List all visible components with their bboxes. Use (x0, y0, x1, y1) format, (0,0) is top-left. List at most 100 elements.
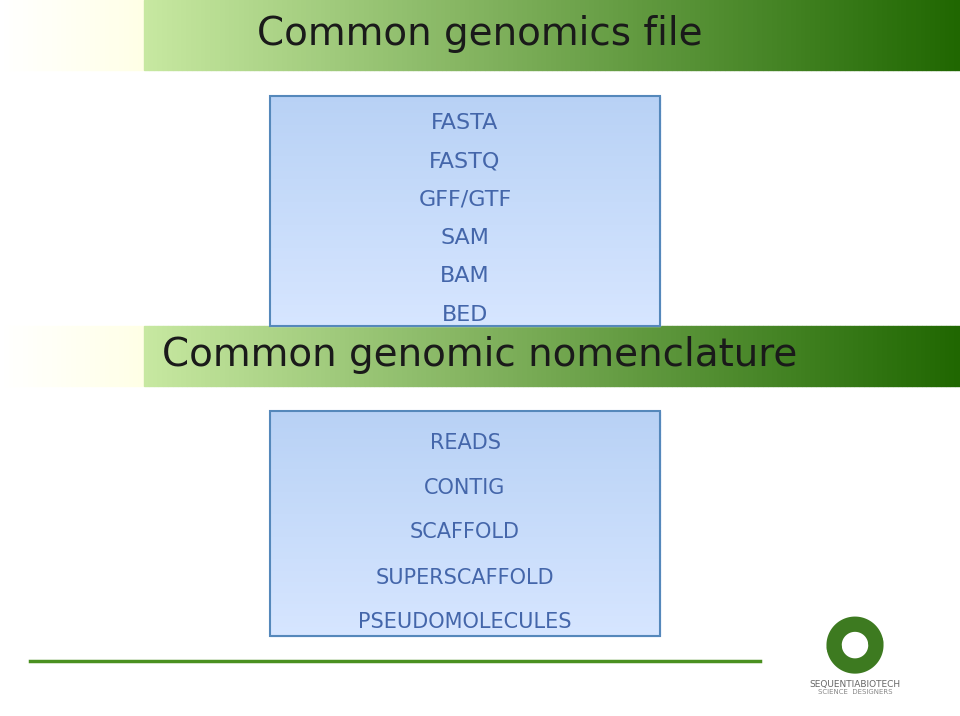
Bar (778, 0, 782, 70)
Bar (154, 0, 158, 70)
Bar (270, 211, 660, 215)
Bar (5, 326, 10, 386)
Bar (110, 0, 115, 70)
Bar (571, 326, 576, 386)
Bar (878, 0, 883, 70)
Bar (835, 326, 840, 386)
Bar (270, 322, 660, 326)
Bar (270, 478, 660, 483)
Bar (270, 553, 660, 557)
Bar (298, 326, 302, 386)
Bar (270, 493, 660, 497)
Bar (475, 0, 480, 70)
Bar (787, 0, 792, 70)
Bar (270, 486, 660, 490)
Bar (270, 276, 660, 280)
Bar (552, 326, 557, 386)
Bar (270, 591, 660, 595)
Bar (754, 326, 758, 386)
Bar (270, 249, 660, 253)
Bar (62, 326, 67, 386)
Bar (514, 326, 518, 386)
Bar (749, 326, 754, 386)
Bar (826, 326, 830, 386)
Bar (206, 0, 211, 70)
Bar (270, 448, 660, 453)
Bar (270, 632, 660, 636)
Bar (317, 326, 322, 386)
Bar (245, 0, 250, 70)
Bar (270, 96, 660, 100)
Bar (96, 0, 101, 70)
Bar (758, 326, 763, 386)
Bar (274, 0, 278, 70)
Bar (326, 0, 331, 70)
Bar (864, 326, 869, 386)
Bar (950, 326, 955, 386)
Bar (360, 326, 365, 386)
Bar (270, 307, 660, 311)
Bar (662, 326, 667, 386)
Bar (10, 326, 14, 386)
Bar (797, 326, 802, 386)
Bar (82, 326, 86, 386)
Bar (270, 184, 660, 188)
Bar (480, 326, 485, 386)
Bar (605, 326, 610, 386)
Bar (586, 326, 590, 386)
Bar (720, 0, 725, 70)
Bar (270, 100, 660, 104)
Bar (648, 326, 653, 386)
Bar (270, 119, 660, 123)
Bar (270, 299, 660, 303)
Bar (270, 142, 660, 146)
Bar (270, 261, 660, 265)
Bar (797, 0, 802, 70)
Text: GFF/GTF: GFF/GTF (419, 190, 512, 210)
Bar (270, 411, 660, 636)
Bar (86, 326, 91, 386)
Bar (270, 557, 660, 561)
Bar (691, 0, 696, 70)
Bar (811, 0, 816, 70)
Bar (270, 238, 660, 242)
Bar (542, 0, 547, 70)
Bar (346, 0, 350, 70)
Bar (270, 471, 660, 475)
Bar (91, 326, 96, 386)
Bar (806, 326, 811, 386)
Bar (0, 326, 5, 386)
Bar (82, 0, 86, 70)
Bar (230, 326, 235, 386)
Bar (336, 326, 341, 386)
Bar (270, 621, 660, 625)
Bar (509, 326, 514, 386)
Bar (744, 0, 749, 70)
Bar (270, 280, 660, 284)
Bar (192, 326, 197, 386)
Bar (270, 580, 660, 584)
Bar (470, 0, 475, 70)
Bar (24, 0, 29, 70)
Text: Common genomic nomenclature: Common genomic nomenclature (162, 336, 798, 374)
Bar (270, 107, 660, 111)
Bar (749, 0, 754, 70)
Bar (341, 326, 346, 386)
Bar (270, 272, 660, 276)
Bar (782, 326, 787, 386)
Bar (53, 326, 58, 386)
Bar (763, 0, 768, 70)
Bar (38, 0, 43, 70)
Bar (270, 135, 660, 138)
Bar (270, 415, 660, 418)
Bar (19, 326, 24, 386)
Bar (173, 326, 178, 386)
Bar (259, 326, 264, 386)
Bar (302, 326, 307, 386)
Bar (528, 326, 533, 386)
Bar (322, 326, 326, 386)
Bar (619, 326, 624, 386)
Bar (77, 0, 82, 70)
Bar (706, 0, 710, 70)
Bar (163, 326, 168, 386)
